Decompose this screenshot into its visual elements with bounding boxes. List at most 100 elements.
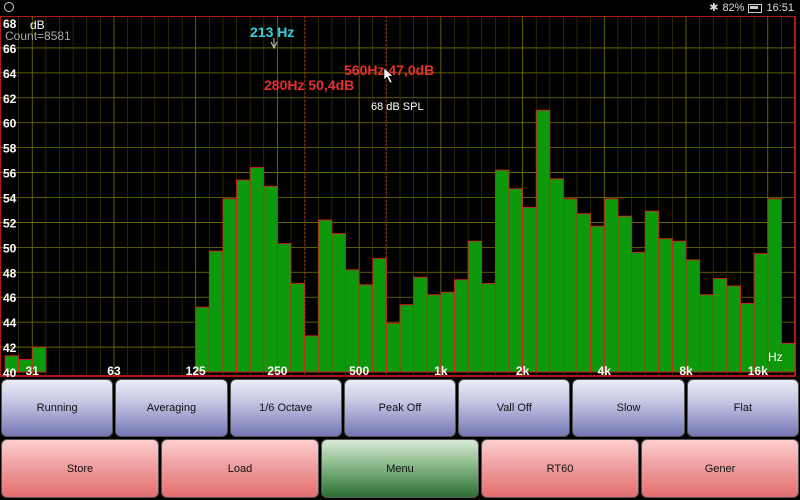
spectrum-bar bbox=[508, 188, 524, 373]
bluetooth-icon: ✱ bbox=[709, 2, 719, 14]
app-notification-icon bbox=[4, 2, 14, 12]
clock: 16:51 bbox=[766, 2, 794, 14]
spectrum-bar bbox=[535, 109, 551, 373]
toggle-flat-button[interactable]: Flat bbox=[686, 379, 799, 437]
x-tick-label: 31 bbox=[26, 364, 40, 378]
spectrum-bar bbox=[345, 269, 360, 373]
x-tick-label: 125 bbox=[186, 364, 206, 378]
mouse-pointer-icon bbox=[383, 67, 394, 84]
x-tick-label: 16k bbox=[748, 364, 768, 378]
y-tick-label: 68 bbox=[3, 17, 17, 31]
spectrum-bar bbox=[222, 198, 238, 373]
spectrum-bar bbox=[208, 250, 224, 373]
y-tick-label: 46 bbox=[3, 291, 17, 305]
status-icons: ✱ 82% 16:51 bbox=[709, 2, 794, 14]
spectrum-bar bbox=[780, 342, 796, 373]
spectrum-bar bbox=[617, 215, 633, 373]
spectrum-bar bbox=[290, 283, 306, 373]
toggle-peak-off-button[interactable]: Peak Off bbox=[343, 379, 457, 437]
marker-1-label: 280Hz 50,4dB bbox=[264, 77, 354, 93]
toggle-slow-button[interactable]: Slow bbox=[572, 379, 685, 437]
y-unit-label: dB bbox=[30, 18, 45, 32]
marker-2-label: 560Hz 47,0dB bbox=[344, 62, 434, 78]
spectrum-bar bbox=[699, 294, 714, 373]
spectrum-bar bbox=[576, 213, 592, 373]
spectrum-bar bbox=[522, 207, 537, 373]
spectrum-bar bbox=[549, 178, 564, 373]
spectrum-bar bbox=[413, 276, 428, 373]
y-tick-label: 40 bbox=[3, 366, 17, 378]
spectrum-bar bbox=[440, 291, 455, 373]
spectrum-bar bbox=[331, 233, 346, 373]
spectrum-bar bbox=[685, 259, 701, 373]
spectrum-bar bbox=[740, 302, 755, 373]
spectrum-bar bbox=[631, 251, 646, 373]
spectrum-bar bbox=[304, 335, 319, 373]
y-tick-label: 56 bbox=[3, 167, 17, 181]
toggle-1-6-octave-button[interactable]: 1/6 Octave bbox=[229, 379, 342, 437]
y-tick-label: 60 bbox=[3, 117, 17, 131]
x-axis-ticks: 31 63 125 250 500 1k 2k 4k 8k 16k bbox=[26, 364, 769, 378]
y-tick-label: 66 bbox=[3, 42, 17, 56]
y-tick-label: 50 bbox=[3, 241, 17, 255]
spectrum-bar bbox=[249, 167, 265, 373]
y-tick-label: 62 bbox=[3, 92, 17, 106]
spectrum-bar bbox=[358, 284, 374, 373]
spectrum-bar bbox=[658, 238, 673, 373]
spectrum-bar bbox=[399, 304, 415, 373]
spectrum-bar bbox=[263, 185, 278, 373]
spectrum-bar bbox=[276, 243, 292, 373]
spectrum-bar bbox=[385, 322, 401, 373]
spectrum-bar bbox=[317, 219, 333, 373]
action-store-button[interactable]: Store bbox=[1, 439, 159, 498]
spl-label: 68 dB SPL bbox=[371, 101, 424, 113]
cursor-frequency: 213 Hz bbox=[250, 24, 294, 40]
spectrum-bars bbox=[4, 109, 796, 373]
y-tick-label: 48 bbox=[3, 266, 17, 280]
x-tick-label: 63 bbox=[107, 364, 121, 378]
spectrum-bar bbox=[753, 253, 769, 373]
y-tick-label: 42 bbox=[3, 341, 17, 355]
action-gener-button[interactable]: Gener bbox=[641, 439, 799, 498]
spectrum-bar bbox=[644, 210, 660, 373]
x-unit-label: Hz bbox=[768, 350, 783, 364]
status-bar: ✱ 82% 16:51 bbox=[0, 0, 800, 16]
spectrum-plot[interactable]: 68 66 64 62 60 58 56 54 52 50 48 46 44 42 40 31 63 125 25… bbox=[0, 16, 800, 378]
spectrum-bar bbox=[603, 198, 619, 373]
spectrum-bar bbox=[426, 294, 442, 373]
spectrum-bar bbox=[494, 169, 510, 373]
y-tick-label: 58 bbox=[3, 142, 17, 156]
toggle-averaging-button[interactable]: Averaging bbox=[115, 379, 228, 437]
spectrum-bar bbox=[562, 198, 578, 373]
y-tick-label: 44 bbox=[3, 316, 17, 330]
y-tick-label: 54 bbox=[3, 192, 17, 206]
spectrum-bar bbox=[712, 278, 728, 373]
count-label: Count=8581 bbox=[5, 29, 71, 43]
action-load-button[interactable]: Load bbox=[161, 439, 319, 498]
x-tick-label: 500 bbox=[349, 364, 369, 378]
x-tick-label: 8k bbox=[679, 364, 693, 378]
spectrum-bar bbox=[454, 279, 469, 373]
spectrum-bar bbox=[481, 283, 496, 373]
spectrum-bar bbox=[671, 240, 687, 373]
y-tick-label: 64 bbox=[3, 67, 17, 81]
x-tick-label: 250 bbox=[267, 364, 287, 378]
toggle-vall-off-button[interactable]: Vall Off bbox=[458, 379, 571, 437]
cursor-arrow-icon bbox=[270, 41, 278, 50]
spectrum-bar bbox=[767, 198, 782, 373]
x-tick-label: 1k bbox=[434, 364, 448, 378]
spectrum-bar bbox=[726, 285, 741, 373]
spectrum-bar bbox=[195, 306, 210, 373]
action-menu-button[interactable]: Menu bbox=[321, 439, 479, 498]
spectrum-bar bbox=[467, 240, 483, 373]
y-tick-label: 52 bbox=[3, 216, 17, 230]
battery-percent: 82% bbox=[722, 2, 745, 14]
spectrum-bar bbox=[31, 346, 47, 373]
x-tick-label: 4k bbox=[598, 364, 612, 378]
x-tick-label: 2k bbox=[516, 364, 530, 378]
battery-icon bbox=[748, 3, 763, 13]
toggle-running-button[interactable]: Running bbox=[1, 379, 114, 437]
action-rt60-button[interactable]: RT60 bbox=[481, 439, 639, 498]
spectrum-bar bbox=[236, 179, 251, 373]
y-axis-ticks: 68 66 64 62 60 58 56 54 52 50 48 46 44 42 40 bbox=[3, 17, 17, 378]
